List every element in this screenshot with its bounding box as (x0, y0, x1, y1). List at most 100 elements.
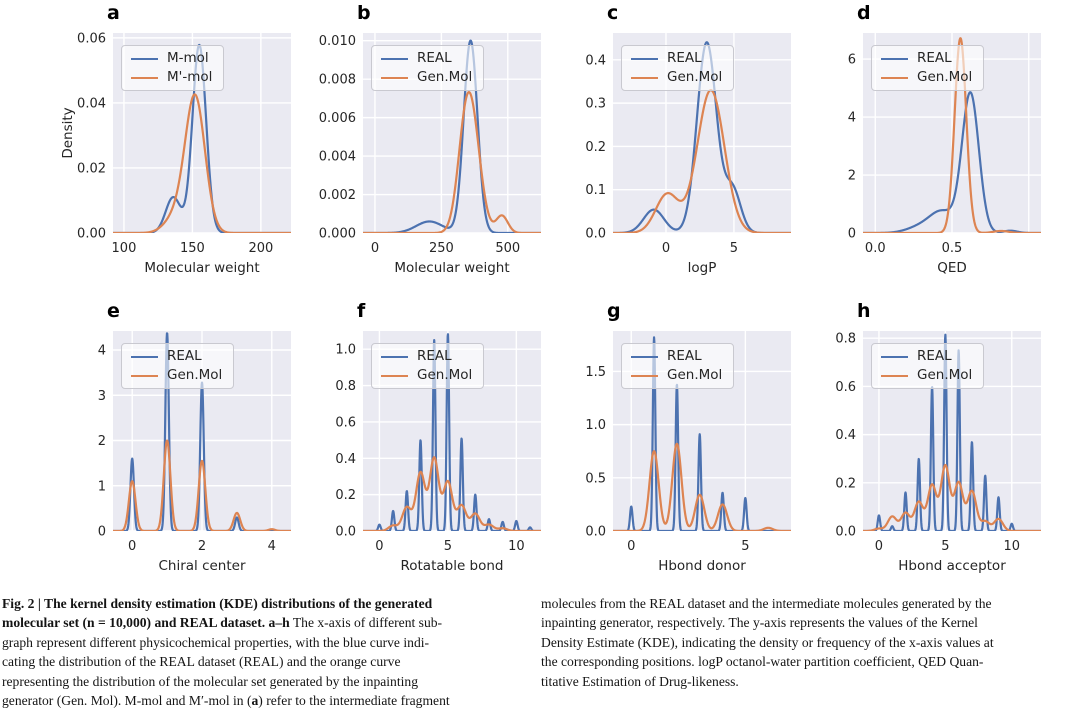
caption-line: representing the distribution of the mol… (2, 672, 542, 691)
kde-panel: e 0 1 2 3 4 0 2 4 REAL Gen.Mol Chiral center (55, 298, 305, 590)
y-tick-label: 0.2 (335, 488, 356, 503)
x-tick-label: 5 (444, 539, 452, 554)
legend-item: REAL (131, 349, 222, 364)
caption-line: inpainting generator, respectively. The … (541, 613, 1080, 632)
kde-curve (363, 91, 541, 233)
caption-line: Density Estimate (KDE), indicating the d… (541, 633, 1080, 652)
kde-panel: a Density 0.00 0.02 0.04 0.06 100 150 200 M-mo… (55, 0, 305, 292)
x-axis-label: QED (937, 260, 967, 276)
x-tick-label: 0 (875, 539, 883, 554)
caption-text: Fig. 2 | The kernel density estimation (… (2, 596, 433, 611)
panel-letter: g (607, 300, 621, 322)
caption-text: a–h (268, 615, 290, 631)
y-tick-label: 4 (98, 344, 106, 359)
panel-letter: f (357, 300, 366, 322)
y-tick-label: 0.3 (585, 97, 606, 112)
legend-label: Gen.Mol (917, 69, 973, 85)
caption-text: Density Estimate (KDE), indicating the d… (541, 634, 994, 650)
x-axis-label: Molecular weight (144, 260, 260, 276)
legend-label: REAL (667, 50, 702, 66)
legend-label: REAL (667, 348, 702, 364)
caption-line: cating the distribution of the REAL data… (2, 652, 542, 671)
legend-line-swatch (381, 374, 408, 377)
y-tick-label: 0.006 (319, 111, 356, 126)
legend-line-swatch (631, 57, 658, 60)
legend-label: Gen.Mol (667, 367, 723, 383)
caption-line: generator (Gen. Mol). M-mol and M′-mol i… (2, 691, 542, 710)
caption-line: the corresponding positions. logP octano… (541, 652, 1080, 671)
figure-2-panels: a Density 0.00 0.02 0.04 0.06 100 150 200 M-mo… (55, 0, 1041, 590)
legend: REAL Gen.Mol (871, 343, 985, 389)
y-tick-label: 0.04 (77, 96, 106, 111)
caption-line: Fig. 2 | The kernel density estimation (… (2, 594, 542, 613)
legend-item: REAL (381, 349, 472, 364)
legend-line-swatch (131, 374, 158, 377)
legend: M-mol M'-mol (121, 45, 225, 91)
y-tick-label: 0.002 (319, 188, 356, 203)
kde-curve (613, 89, 791, 233)
legend-item: Gen.Mol (631, 70, 722, 85)
caption-text: molecules from the REAL dataset and the … (541, 596, 992, 611)
y-tick-label: 3 (98, 389, 106, 404)
caption-line: graph represent different physicochemica… (2, 633, 542, 652)
legend-label: REAL (917, 348, 952, 364)
legend-line-swatch (881, 57, 908, 60)
panel-letter: e (107, 300, 120, 322)
legend-label: Gen.Mol (667, 69, 723, 85)
panel-letter: c (607, 2, 619, 24)
kde-curve (613, 442, 791, 531)
y-tick-label: 0.6 (835, 380, 856, 395)
legend-item: Gen.Mol (131, 368, 222, 383)
kde-panel: f 0.0 0.2 0.4 0.6 0.8 1.0 0 5 10 REAL Gen.Mol Ro… (305, 298, 555, 590)
legend-label: Gen.Mol (167, 367, 223, 383)
x-tick-label: 2 (198, 539, 206, 554)
legend-line-swatch (631, 374, 658, 377)
y-tick-label: 0.02 (77, 161, 106, 176)
kde-curve (363, 333, 541, 531)
y-tick-label: 0.008 (319, 73, 356, 88)
legend-label: Gen.Mol (917, 367, 973, 383)
kde-curve (863, 333, 1041, 531)
y-tick-label: 0.2 (585, 140, 606, 155)
legend-line-swatch (881, 76, 908, 79)
x-axis-label: Chiral center (158, 558, 246, 574)
x-tick-label: 0 (375, 539, 383, 554)
x-tick-label: 0.5 (942, 241, 963, 256)
x-tick-label: 0 (627, 539, 635, 554)
kde-curve (863, 463, 1041, 531)
legend-item: REAL (381, 51, 472, 66)
caption-line: molecules from the REAL dataset and the … (541, 594, 1080, 613)
legend-line-swatch (631, 76, 658, 79)
y-tick-label: 0.8 (835, 332, 856, 347)
x-tick-label: 200 (248, 241, 273, 256)
caption-line: titative Estimation of Drug-likeness. (541, 672, 1080, 691)
y-tick-label: 0 (848, 227, 856, 242)
caption-text: titative Estimation of Drug-likeness. (541, 673, 739, 689)
caption-text: cating the distribution of the REAL data… (2, 654, 401, 670)
caption-text: generator (Gen. Mol). M-mol and M′-mol i… (2, 693, 252, 709)
y-tick-label: 0.00 (77, 227, 106, 242)
y-tick-label: 1.5 (585, 365, 606, 380)
x-tick-label: 100 (112, 241, 137, 256)
caption-text: ) refer to the intermediate fragment (258, 693, 450, 709)
x-tick-label: 0 (371, 241, 379, 256)
caption-text: inpainting generator, respectively. The … (541, 615, 978, 631)
y-tick-label: 0.0 (835, 525, 856, 540)
y-tick-label: 0.0 (585, 525, 606, 540)
legend: REAL Gen.Mol (371, 343, 485, 389)
legend-label: REAL (917, 50, 952, 66)
legend-item: M'-mol (131, 70, 212, 85)
y-tick-label: 0.2 (835, 476, 856, 491)
legend-label: M-mol (167, 50, 209, 66)
legend-label: M'-mol (167, 69, 213, 85)
x-tick-label: 0 (128, 539, 136, 554)
panel-letter: d (857, 2, 871, 24)
legend-label: REAL (417, 348, 452, 364)
y-tick-label: 0.010 (319, 34, 356, 49)
y-tick-label: 0.4 (335, 452, 356, 467)
legend-label: Gen.Mol (417, 367, 473, 383)
panel-letter: h (857, 300, 871, 322)
caption-text: molecular set (n = 10,000) and REAL data… (2, 615, 269, 631)
legend: REAL Gen.Mol (371, 45, 485, 91)
x-axis-label: Molecular weight (394, 260, 510, 276)
